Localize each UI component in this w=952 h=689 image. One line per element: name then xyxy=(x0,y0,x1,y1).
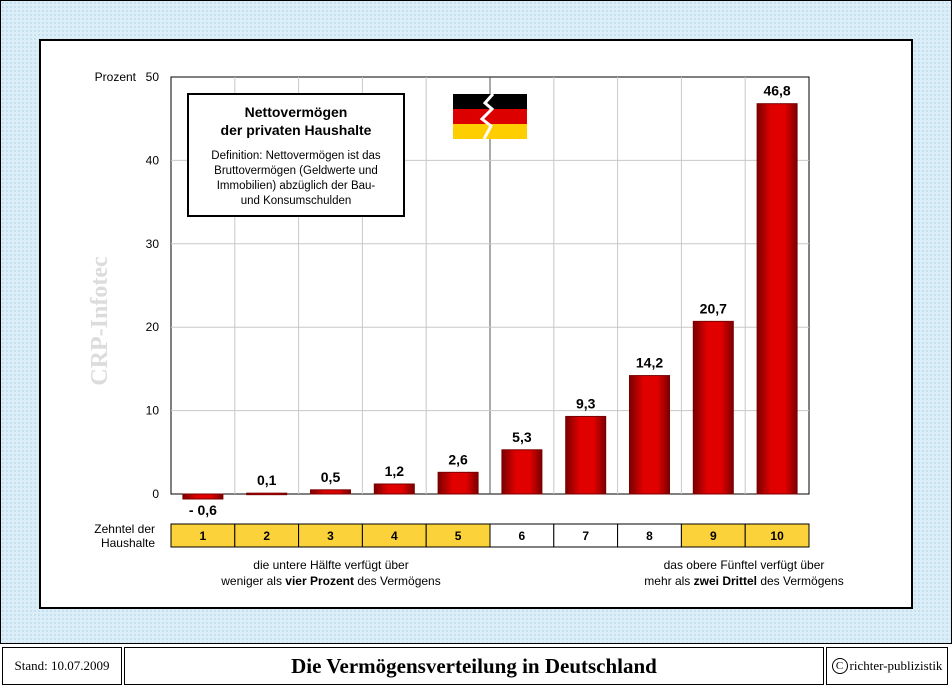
y-tick-label: 50 xyxy=(146,70,160,84)
title-box xyxy=(187,93,405,217)
y-tick-label: 20 xyxy=(146,320,160,334)
bar-decile-1 xyxy=(182,493,224,500)
chart-title-line1: Nettovermögen xyxy=(245,104,348,120)
date-stamp: Stand: 10.07.2009 xyxy=(2,647,122,685)
y-tick-label: 10 xyxy=(146,404,160,418)
x-tick-label: 10 xyxy=(770,529,784,543)
x-tick-label: 6 xyxy=(519,529,526,543)
value-label: 2,6 xyxy=(448,451,468,467)
value-label: 1,2 xyxy=(385,463,405,479)
copyright-label: richter-publizistik xyxy=(849,658,943,673)
y-axis-label: Prozent xyxy=(95,70,137,84)
chart-title-line2: der privaten Haushalte xyxy=(221,122,372,138)
footer: Stand: 10.07.2009 Die Vermögensverteilun… xyxy=(0,643,952,689)
bar-decile-3 xyxy=(310,489,351,495)
flag-stripe xyxy=(453,124,527,139)
value-label: 0,1 xyxy=(257,472,277,488)
note-lower-half-line2: weniger als vier Prozent des Vermögens xyxy=(220,574,440,588)
bar-decile-4 xyxy=(373,483,415,495)
copyright-icon: C xyxy=(831,658,848,674)
definition-line: Bruttovermögen (Geldwerte und xyxy=(214,165,378,177)
value-label: 46,8 xyxy=(763,83,790,99)
definition-line: Immobilien) abzüglich der Bau- xyxy=(217,180,376,192)
page-title: Die Vermögensverteilung in Deutschland xyxy=(124,647,824,685)
x-tick-label: 3 xyxy=(327,529,334,543)
x-tick-label: 8 xyxy=(646,529,653,543)
y-tick-label: 0 xyxy=(152,487,159,501)
bar-decile-2 xyxy=(246,492,288,496)
definition-line: und Konsumschulden xyxy=(241,195,352,207)
bar-decile-5 xyxy=(437,471,479,495)
x-axis-label-line1: Zehntel der xyxy=(94,522,155,536)
value-label: 0,5 xyxy=(321,469,341,485)
y-tick-label: 40 xyxy=(146,153,160,167)
x-tick-label: 4 xyxy=(391,529,398,543)
watermark: CRP-Infotec xyxy=(87,256,113,386)
decile-cell xyxy=(744,523,810,548)
value-label: 9,3 xyxy=(576,395,596,411)
value-label: 5,3 xyxy=(512,429,532,445)
bar-decile-10 xyxy=(756,103,798,495)
x-axis-label-line2: Haushalte xyxy=(101,536,155,550)
germany-flag xyxy=(453,93,527,140)
x-tick-label: 1 xyxy=(200,529,207,543)
value-label: - 0,6 xyxy=(189,502,217,518)
value-label: 20,7 xyxy=(700,300,727,316)
flag-stripe xyxy=(453,109,527,124)
bar-decile-7 xyxy=(565,415,607,495)
copyright: C richter-publizistik xyxy=(826,647,948,685)
bar-decile-6 xyxy=(501,449,543,495)
x-tick-label: 5 xyxy=(455,529,462,543)
chart-panel: CRP-Infotec 0 10 20 30 40 50 Prozent - 0,6 0,1 0,5… xyxy=(39,39,913,609)
note-lower-half-line1: die untere Hälfte verfügt über xyxy=(253,558,408,572)
y-tick-label: 30 xyxy=(146,237,160,251)
bar-decile-8 xyxy=(629,375,670,495)
value-label-bg xyxy=(751,79,804,100)
note-top-fifth-line1: das obere Fünftel verfügt über xyxy=(664,558,825,572)
flag-split xyxy=(479,93,495,140)
note-top-fifth-line2: mehr als zwei Drittel des Vermögens xyxy=(644,574,843,588)
value-label: 14,2 xyxy=(636,355,663,371)
bar-decile-9 xyxy=(692,320,734,495)
flag-stripe xyxy=(453,94,527,109)
x-tick-label: 7 xyxy=(582,529,589,543)
definition-line: Definition: Nettovermögen ist das xyxy=(211,150,381,162)
x-tick-label: 9 xyxy=(710,529,717,543)
bar-chart: CRP-Infotec 0 10 20 30 40 50 Prozent - 0,6 0,1 0,5… xyxy=(87,70,844,588)
x-tick-label: 2 xyxy=(263,529,270,543)
